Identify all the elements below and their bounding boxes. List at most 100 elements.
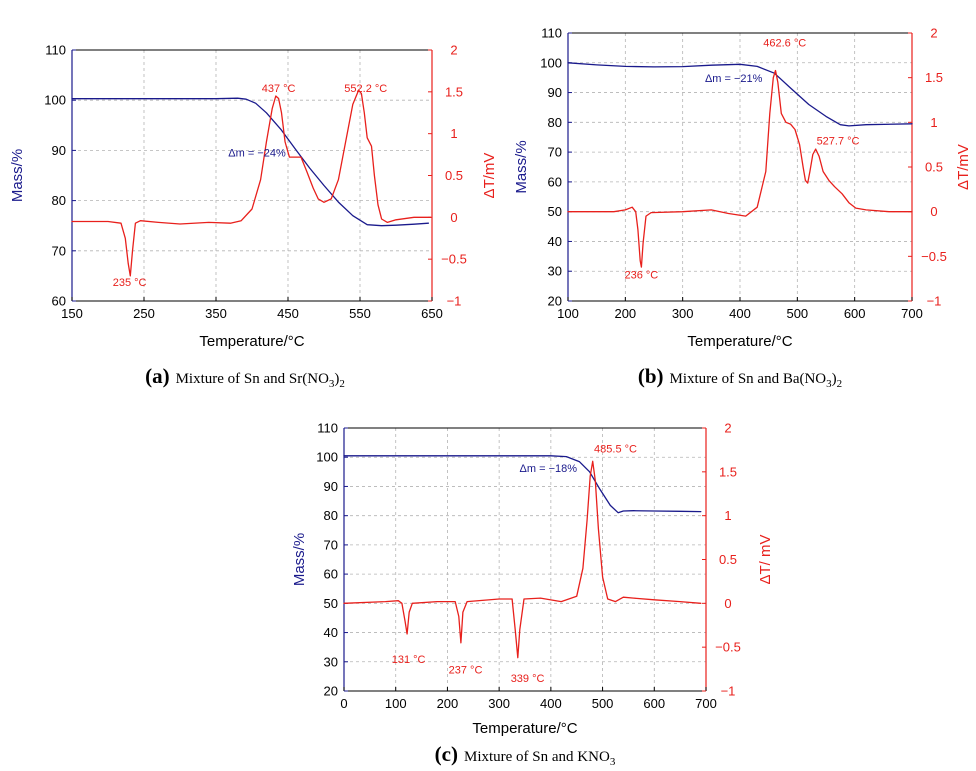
x-tick-label: 700 <box>901 306 923 321</box>
x-tick-label: 150 <box>61 306 83 321</box>
x-tick-label: 600 <box>844 306 866 321</box>
x-axis-label: Temperature/°C <box>687 333 792 350</box>
y-right-tick-label: 0.5 <box>925 160 943 175</box>
y-left-tick-label: 110 <box>317 421 338 436</box>
caption-text: Mixture of Sn and Ba(NO <box>670 371 827 387</box>
data-annotation: 339 °C <box>511 673 545 685</box>
y-left-tick-label: 110 <box>541 26 562 41</box>
y-axis-right-label: ΔT/mV <box>955 144 972 190</box>
y-left-tick-label: 70 <box>324 537 338 552</box>
y-right-tick-label: 1 <box>450 126 457 141</box>
y-left-tick-label: 30 <box>324 654 338 669</box>
y-left-tick-label: 60 <box>548 174 562 189</box>
y-axis-right-label: ΔT/mV <box>481 153 498 199</box>
mass-curve <box>567 62 913 127</box>
grid-lines <box>72 50 432 301</box>
panel-c: 0 100 200 300 400 500 600 700203040506070809010… <box>291 421 774 769</box>
y-right-tick-label: 1 <box>724 508 731 523</box>
y-right-tick-label: 2 <box>450 43 457 58</box>
y-right-tick-label: 2 <box>930 26 937 41</box>
x-tick-label: 250 <box>133 306 155 321</box>
caption-subscript: 2 <box>837 378 843 390</box>
x-tick-label: 550 <box>349 306 371 321</box>
y-left-tick-label: 90 <box>324 479 338 494</box>
y-axis-left-label: Mass/% <box>9 149 26 202</box>
panel-caption: (a) Mixture of Sn and Sr(NO3)2 <box>145 364 345 390</box>
y-right-tick-label: −1 <box>721 684 736 699</box>
x-tick-label: 400 <box>540 696 562 711</box>
data-annotation: Δm = −24% <box>228 147 286 159</box>
y-right-tick-label: 0.5 <box>719 552 737 567</box>
data-annotation: 437 °C <box>262 83 296 95</box>
y-left-tick-label: 80 <box>324 508 338 523</box>
dta-curve <box>343 460 702 659</box>
x-tick-label: 0 <box>340 696 347 711</box>
y-right-tick-label: −0.5 <box>921 249 947 264</box>
panel-b: 100 200 300 400 500 600 7002030405060708090100… <box>513 26 972 391</box>
x-tick-label: 200 <box>437 696 459 711</box>
y-left-tick-label: 110 <box>45 43 66 58</box>
y-left-tick-label: 60 <box>52 294 66 309</box>
y-left-tick-label: 90 <box>52 143 66 158</box>
y-axis-right-label: ΔT/ mV <box>757 534 774 584</box>
y-right-tick-label: 0 <box>930 204 937 219</box>
data-annotation: 237 °C <box>449 664 483 676</box>
x-tick-label: 300 <box>672 306 694 321</box>
y-right-tick-label: −1 <box>927 294 942 309</box>
x-tick-label: 100 <box>557 306 579 321</box>
y-left-tick-label: 90 <box>548 85 562 100</box>
caption-text: ) <box>832 371 837 387</box>
y-left-tick-label: 20 <box>324 684 338 699</box>
x-tick-label: 500 <box>786 306 808 321</box>
x-tick-label: 650 <box>421 306 443 321</box>
panel-letter: (b) <box>638 364 664 388</box>
y-right-tick-label: 1.5 <box>445 84 463 99</box>
data-annotation: 462.6 °C <box>763 37 806 49</box>
x-tick-label: 100 <box>385 696 407 711</box>
y-left-tick-label: 50 <box>548 204 562 219</box>
y-left-tick-label: 70 <box>548 145 562 160</box>
dta-curve <box>567 69 913 268</box>
panel-caption: (c) Mixture of Sn and KNO3 <box>435 742 616 768</box>
y-left-tick-label: 30 <box>548 264 562 279</box>
y-right-tick-label: 1.5 <box>925 70 943 85</box>
mass-curve <box>71 97 430 227</box>
y-left-tick-label: 100 <box>316 450 338 465</box>
y-axis-left-label: Mass/% <box>513 140 530 193</box>
x-tick-label: 450 <box>277 306 299 321</box>
data-annotation: 552.2 °C <box>344 83 387 95</box>
data-annotation: Δm = −18% <box>520 463 578 475</box>
data-annotation: 131 °C <box>392 654 426 666</box>
y-left-tick-label: 100 <box>44 93 66 108</box>
data-annotation: 527.7 °C <box>817 136 860 148</box>
x-tick-label: 200 <box>614 306 636 321</box>
x-tick-label: 400 <box>729 306 751 321</box>
dta-curve <box>71 89 432 277</box>
caption-subscript: 3 <box>610 756 616 768</box>
y-left-tick-label: 70 <box>52 243 66 258</box>
y-right-tick-label: 1.5 <box>719 464 737 479</box>
x-axis-label: Temperature/°C <box>472 720 577 737</box>
panel-letter: (a) <box>145 364 170 388</box>
y-right-tick-label: 0 <box>450 210 457 225</box>
data-annotation: 236 °C <box>625 270 659 282</box>
grid-lines <box>344 428 706 691</box>
x-tick-label: 300 <box>488 696 510 711</box>
caption-subscript: 3 <box>329 378 335 390</box>
x-axis-label: Temperature/°C <box>199 333 304 350</box>
y-left-tick-label: 60 <box>324 567 338 582</box>
y-axis-left-label: Mass/% <box>291 533 308 586</box>
grid-lines <box>568 33 912 301</box>
panel-a: 150 250 350 450 550 650 60 70 80 90 100 110 −1 −0.5 0 0… <box>9 43 498 391</box>
y-right-tick-label: −1 <box>447 294 462 309</box>
y-left-tick-label: 80 <box>52 193 66 208</box>
caption-subscript: 2 <box>339 378 345 390</box>
x-tick-label: 700 <box>695 696 717 711</box>
panel-caption: (b) Mixture of Sn and Ba(NO3)2 <box>638 364 842 390</box>
y-right-tick-label: 0 <box>724 596 731 611</box>
y-left-tick-label: 20 <box>548 294 562 309</box>
y-left-tick-label: 50 <box>324 596 338 611</box>
y-right-tick-label: −0.5 <box>715 640 741 655</box>
x-tick-label: 350 <box>205 306 227 321</box>
